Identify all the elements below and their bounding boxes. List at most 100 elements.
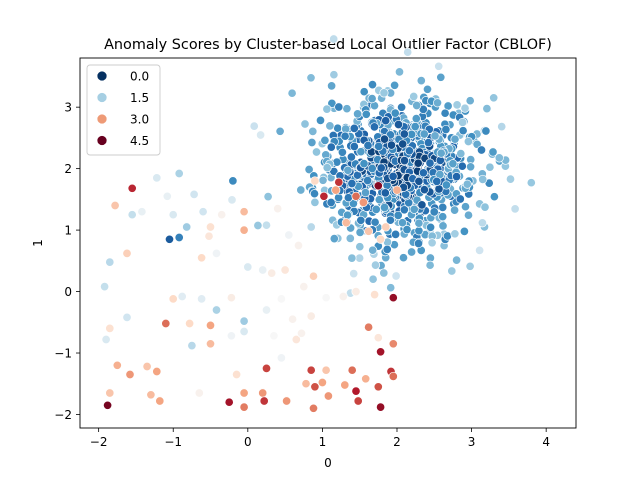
cluster-point (425, 260, 435, 270)
cluster-point (452, 100, 462, 110)
cluster-point (418, 168, 428, 178)
outlier-point (211, 305, 222, 315)
legend-box (86, 64, 161, 156)
outlier-point (353, 396, 363, 406)
cluster-point (488, 147, 498, 157)
cluster-point (432, 98, 443, 108)
cluster-point (407, 247, 417, 257)
cluster-point (360, 188, 371, 198)
y-tick-label: 0 (64, 285, 72, 299)
cluster-point (311, 147, 322, 157)
cluster-point (436, 72, 446, 82)
cluster-point (494, 153, 504, 163)
cluster-point (326, 197, 336, 208)
cluster-point (263, 192, 273, 202)
cluster-point (422, 84, 433, 94)
cluster-point (318, 175, 328, 185)
outlier-point (308, 403, 319, 413)
cluster-point (393, 119, 404, 130)
outlier-point (197, 253, 207, 263)
cluster-point (322, 163, 332, 173)
outlier-point (161, 318, 171, 329)
scatter-points (100, 34, 536, 413)
outlier-point (239, 326, 249, 337)
legend-label: 3.0 (130, 113, 149, 127)
cluster-point (346, 152, 356, 162)
cluster-point (460, 103, 470, 113)
outlier-point (331, 185, 341, 195)
outlier-point (284, 230, 294, 240)
outlier-point (105, 388, 115, 398)
outlier-point (282, 396, 292, 406)
outlier-point (198, 207, 208, 217)
cluster-point (307, 137, 317, 148)
outlier-point (321, 365, 331, 375)
cluster-point (329, 70, 339, 80)
outlier-point (168, 294, 178, 304)
outlier-point (321, 293, 331, 303)
outlier-point (239, 388, 249, 398)
outlier-point (364, 322, 374, 332)
cluster-point (340, 131, 350, 141)
outlier-point (152, 366, 162, 377)
outlier-point (373, 333, 383, 343)
cluster-point (325, 121, 335, 131)
cluster-point (320, 135, 330, 145)
cluster-point (505, 174, 516, 184)
cluster-point (429, 207, 439, 217)
cluster-point (402, 225, 412, 235)
outlier-point (122, 312, 132, 322)
cluster-point (436, 148, 446, 158)
outlier-point (127, 210, 137, 220)
cluster-point (256, 130, 266, 140)
outlier-point (370, 290, 380, 300)
cluster-point (404, 146, 414, 156)
outlier-point (239, 402, 249, 412)
outlier-point (376, 347, 386, 357)
cluster-point (438, 202, 448, 212)
outlier-point (211, 248, 222, 258)
cluster-point (275, 126, 285, 136)
outlier-point (204, 231, 214, 241)
outlier-point (388, 293, 398, 303)
outlier-point (347, 365, 357, 375)
cluster-point (342, 210, 353, 220)
outlier-point (182, 222, 192, 232)
cluster-point (398, 139, 408, 149)
outlier-point (276, 294, 286, 304)
x-tick-label: −1 (164, 435, 182, 449)
outlier-point (296, 328, 307, 338)
outlier-point (137, 207, 147, 217)
outlier-point (381, 222, 391, 232)
cluster-point (409, 91, 419, 102)
cluster-point (482, 104, 492, 114)
outlier-point (103, 400, 113, 410)
cluster-point (374, 195, 384, 205)
x-axis-label: 0 (324, 456, 332, 470)
cluster-point (441, 124, 451, 135)
cluster-point (419, 129, 429, 139)
cluster-point (326, 142, 336, 152)
cluster-point (409, 204, 419, 214)
cluster-point (460, 202, 471, 212)
cluster-point (399, 156, 410, 166)
outlier-point (258, 265, 268, 275)
outlier-point (239, 225, 249, 235)
cluster-point (412, 100, 422, 111)
legend-label: 0.0 (130, 70, 149, 84)
cluster-point (390, 108, 400, 118)
cluster-point (349, 141, 359, 152)
outlier-point (323, 391, 333, 401)
cluster-point (418, 104, 428, 114)
cluster-point (368, 274, 378, 284)
y-tick-label: −1 (54, 347, 72, 361)
cluster-point (369, 122, 379, 132)
x-axis: −2 −1 0 1 2 3 4 (90, 428, 550, 449)
cluster-point (399, 129, 409, 139)
cluster-point (438, 221, 448, 231)
y-axis-label: 1 (31, 239, 45, 247)
outlier-point (261, 305, 272, 315)
legend: 0.0 1.5 3.0 4.5 (86, 64, 161, 156)
cluster-point (386, 140, 397, 150)
outlier-point (189, 189, 199, 199)
